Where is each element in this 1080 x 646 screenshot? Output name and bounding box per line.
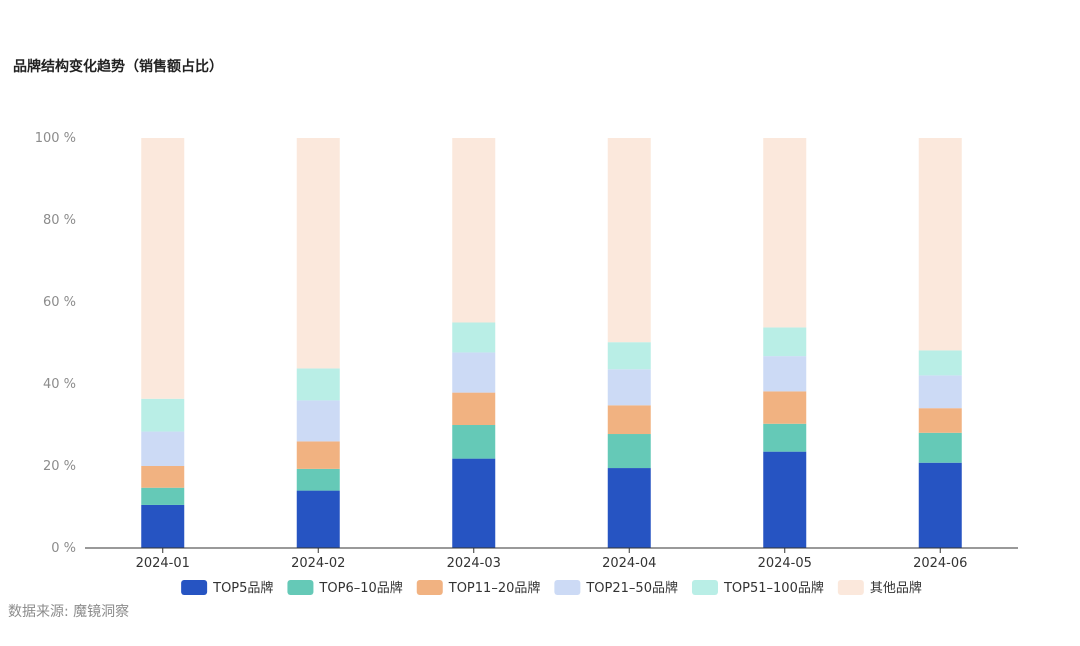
bar-segment-4-2024-05[interactable] [763,356,807,392]
x-tick-label: 2024-06 [913,556,967,571]
x-tick-label: 2024-02 [291,556,345,571]
legend-label: TOP11–20品牌 [448,580,541,596]
bar-segment-2-2024-02[interactable] [296,468,340,491]
bar-segment-3-2024-02[interactable] [296,441,340,469]
bar-segment-3-2024-03[interactable] [452,392,496,425]
bar-segment-1-2024-01[interactable] [141,504,185,548]
legend-label: TOP5品牌 [212,580,273,596]
y-axis: 0 % 20 % 40 % 60 % 80 % 100 % [35,131,76,556]
legend-item-5[interactable]: TOP51–100品牌 [691,580,824,596]
legend-item-6[interactable]: 其他品牌 [837,580,922,596]
bar-segment-2-2024-03[interactable] [452,425,496,459]
y-tick-label: 100 % [35,131,76,146]
bar-segment-2-2024-04[interactable] [607,434,651,469]
bar-segment-3-2024-04[interactable] [607,405,651,435]
bar-segment-6-2024-05[interactable] [763,138,807,328]
legend-label: TOP51–100品牌 [723,580,824,596]
chart-title: 品牌结构变化趋势（销售额占比） [13,59,223,75]
bar-segment-4-2024-01[interactable] [141,431,185,466]
bar-segment-6-2024-01[interactable] [141,138,185,399]
legend-item-3[interactable]: TOP11–20品牌 [416,580,541,596]
bar-segment-5-2024-06[interactable] [918,350,962,376]
legend-swatch [554,580,581,595]
bar-segment-5-2024-01[interactable] [141,398,185,432]
y-tick-label: 0 % [51,541,76,556]
bar-segment-5-2024-04[interactable] [607,342,651,370]
x-tick-label: 2024-01 [136,556,190,571]
y-tick-label: 40 % [43,377,76,392]
bar-segment-3-2024-06[interactable] [918,408,962,433]
legend-swatch [287,580,314,595]
bar-segment-5-2024-03[interactable] [452,322,496,353]
legend[interactable]: TOP5品牌 TOP6–10品牌 TOP11–20品牌 TOP21–50品牌 TOP51… [181,580,922,596]
bar-segment-6-2024-02[interactable] [296,138,340,369]
legend-label: 其他品牌 [870,580,922,596]
legend-swatch [837,580,864,595]
legend-item-2[interactable]: TOP6–10品牌 [287,580,403,596]
bars [141,138,962,548]
x-tick-label: 2024-05 [758,556,812,571]
legend-swatch [416,580,443,595]
bar-segment-1-2024-04[interactable] [607,468,651,548]
legend-item-4[interactable]: TOP21–50品牌 [554,580,678,596]
bar-segment-4-2024-06[interactable] [918,375,962,409]
x-tick-label: 2024-03 [447,556,501,571]
legend-label: TOP6–10品牌 [318,580,402,596]
legend-swatch [691,580,718,595]
legend-label: TOP21–50品牌 [585,580,678,596]
bar-segment-4-2024-02[interactable] [296,400,340,442]
bar-segment-1-2024-03[interactable] [452,458,496,548]
bar-segment-3-2024-01[interactable] [141,466,185,488]
y-tick-label: 80 % [43,213,76,228]
bar-segment-1-2024-06[interactable] [918,462,962,548]
data-source-note: 数据来源: 魔镜洞察 [8,604,130,620]
legend-swatch [181,580,208,595]
x-axis: 2024-01 2024-02 2024-03 2024-04 2024-05 2024-… [136,548,967,571]
bar-segment-5-2024-02[interactable] [296,368,340,401]
bar-segment-6-2024-06[interactable] [918,138,962,351]
bar-segment-1-2024-05[interactable] [763,451,807,548]
bar-segment-2-2024-05[interactable] [763,423,807,452]
bar-segment-6-2024-03[interactable] [452,138,496,323]
bar-segment-4-2024-04[interactable] [607,369,651,406]
bar-segment-2-2024-01[interactable] [141,487,185,505]
bar-segment-3-2024-05[interactable] [763,391,807,424]
y-tick-label: 20 % [43,459,76,474]
bar-segment-4-2024-03[interactable] [452,352,496,393]
y-tick-label: 60 % [43,295,76,310]
bar-segment-6-2024-04[interactable] [607,138,651,343]
legend-item-1[interactable]: TOP5品牌 [181,580,273,596]
x-tick-label: 2024-04 [602,556,656,571]
bar-segment-2-2024-06[interactable] [918,432,962,463]
bar-segment-5-2024-05[interactable] [763,327,807,357]
bar-segment-1-2024-02[interactable] [296,490,340,548]
